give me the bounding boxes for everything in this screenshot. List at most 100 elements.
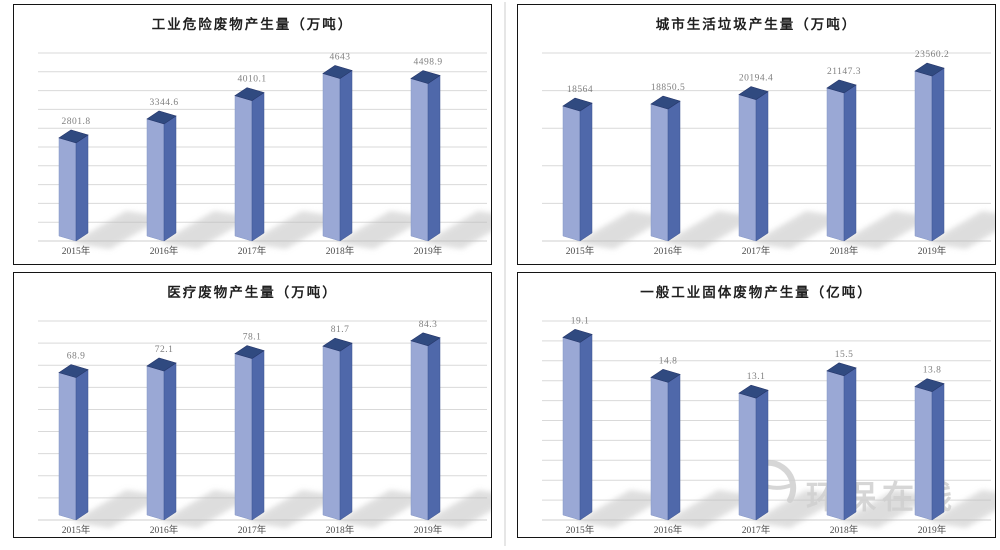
- chart-panel-medical-waste: 医疗废物产生量（万吨） 68.9 2015年 72.1 2016年 78.1 2017年 8…: [13, 272, 492, 538]
- bar-front-face: [738, 94, 757, 242]
- bar-side-face: [667, 100, 681, 242]
- bar-value-label: 78.1: [243, 333, 262, 343]
- x-axis-tick-label: 2016年: [654, 245, 683, 257]
- bar-front-face: [146, 118, 165, 242]
- bar-side-face: [755, 389, 769, 521]
- bar-side-face: [931, 383, 945, 521]
- bar-top-face: [826, 79, 857, 94]
- bar-side-face: [75, 134, 89, 242]
- bar-top-face: [650, 369, 681, 383]
- bar-value-label: 3344.6: [149, 98, 178, 108]
- bar-value-label: 18850.5: [651, 83, 685, 93]
- bar-front-face: [322, 345, 341, 521]
- bar-shadow: [576, 490, 668, 528]
- bar-value-label: 20194.4: [739, 74, 773, 84]
- bar-value-label: 4643: [330, 52, 351, 62]
- bar-value-label: 68.9: [67, 352, 86, 362]
- chart-panel-municipal-solid-waste: 城市生活垃圾产生量（万吨） 18564 2015年 18850.5 2016年 2019…: [517, 4, 996, 265]
- x-axis-tick-label: 2016年: [150, 524, 179, 536]
- x-axis-tick-label: 2017年: [238, 524, 267, 536]
- bar-shadow: [336, 211, 428, 249]
- bar-shadow: [664, 211, 756, 249]
- bar-front-face: [410, 78, 429, 242]
- chart-title-industrial-hazardous-waste: 工业危险废物产生量（万吨）: [151, 17, 354, 32]
- bar-2015年: [58, 364, 89, 521]
- bar-value-label: 72.1: [155, 345, 174, 355]
- bar-front-face: [58, 372, 77, 521]
- bar-top-face: [914, 378, 945, 392]
- bar-2019年: [914, 378, 945, 521]
- x-axis-tick-label: 2019年: [918, 524, 947, 536]
- x-axis-tick-label: 2015年: [566, 524, 595, 536]
- bar-2015年: [562, 329, 593, 521]
- bar-shadow: [72, 211, 164, 249]
- bar-top-face: [410, 332, 441, 347]
- bar-front-face: [562, 105, 581, 242]
- bar-top-face: [738, 86, 769, 100]
- bar-shadow: [840, 490, 932, 528]
- bar-front-face: [738, 392, 757, 521]
- bar-shadow: [576, 211, 668, 249]
- bar-front-face: [826, 370, 845, 521]
- bar-value-label: 19.1: [571, 316, 590, 326]
- bar-front-face: [650, 377, 669, 521]
- x-axis-tick-label: 2019年: [918, 245, 947, 257]
- bar-front-face: [234, 95, 253, 242]
- bar-2018年: [322, 65, 353, 242]
- x-axis-tick-label: 2015年: [62, 245, 91, 257]
- bar-shadow: [160, 211, 252, 249]
- bar-side-face: [251, 92, 265, 242]
- bar-shadow: [752, 490, 844, 528]
- bar-front-face: [650, 103, 669, 242]
- bar-side-face: [843, 84, 857, 242]
- bar-value-label: 21147.3: [827, 67, 861, 77]
- bar-front-face: [234, 353, 253, 521]
- bar-2016年: [146, 110, 177, 242]
- chart-title-general-industrial-solid-waste: 一般工业固体废物产生量（亿吨）: [640, 285, 873, 300]
- bar-side-face: [75, 369, 89, 521]
- bar-shadow: [840, 211, 932, 249]
- x-axis-tick-label: 2019年: [414, 524, 443, 536]
- bar-shadow: [248, 211, 340, 249]
- bar-side-face: [427, 75, 441, 242]
- bar-value-label: 13.1: [747, 372, 766, 382]
- bar-side-face: [843, 367, 857, 521]
- bar-value-label: 23560.2: [915, 50, 949, 60]
- bar-2018年: [826, 79, 857, 242]
- bar-side-face: [579, 102, 593, 242]
- bar-value-label: 2801.8: [61, 117, 90, 127]
- industrial-hazardous-waste-bar-chart: 2801.8 2015年 3344.6 2016年 4010.1 2017年 4643 201…: [38, 52, 491, 257]
- bar-top-face: [738, 384, 769, 399]
- bar-front-face: [322, 73, 341, 242]
- bar-top-face: [322, 337, 353, 352]
- x-axis-tick-label: 2016年: [654, 524, 683, 536]
- bar-side-face: [427, 337, 441, 521]
- bar-2016年: [650, 95, 681, 242]
- bar-shadow: [424, 490, 491, 528]
- x-axis-tick-label: 2018年: [830, 524, 859, 536]
- bar-top-face: [58, 364, 89, 378]
- municipal-solid-waste-bar-chart: 18564 2015年 18850.5 2016年 20194.4 2017年 21147.…: [542, 50, 995, 257]
- bar-2017年: [234, 345, 265, 521]
- chart-title-municipal-solid-waste: 城市生活垃圾产生量（万吨）: [655, 17, 858, 32]
- bar-shadow: [424, 211, 491, 249]
- general-industrial-solid-waste-bar-chart: 环保在线19.12015年14.82016年13.12017年15.52018年…: [542, 316, 995, 536]
- bar-2019年: [410, 332, 441, 521]
- bar-side-face: [251, 350, 265, 521]
- bar-top-face: [146, 110, 177, 125]
- bar-2015年: [562, 97, 593, 242]
- bar-side-face: [755, 91, 769, 242]
- bar-shadow: [336, 490, 428, 528]
- bar-top-face: [562, 97, 593, 112]
- bar-top-face: [826, 362, 857, 377]
- bar-top-face: [146, 357, 177, 372]
- x-axis-tick-label: 2015年: [62, 524, 91, 536]
- x-axis-tick-label: 2017年: [742, 524, 771, 536]
- bar-2018年: [322, 337, 353, 521]
- x-axis-tick-label: 2018年: [326, 245, 355, 257]
- bar-shadow: [160, 490, 252, 528]
- bar-top-face: [410, 70, 441, 84]
- bar-2017年: [738, 384, 769, 521]
- bar-value-label: 13.8: [923, 366, 942, 376]
- bar-side-face: [931, 67, 945, 242]
